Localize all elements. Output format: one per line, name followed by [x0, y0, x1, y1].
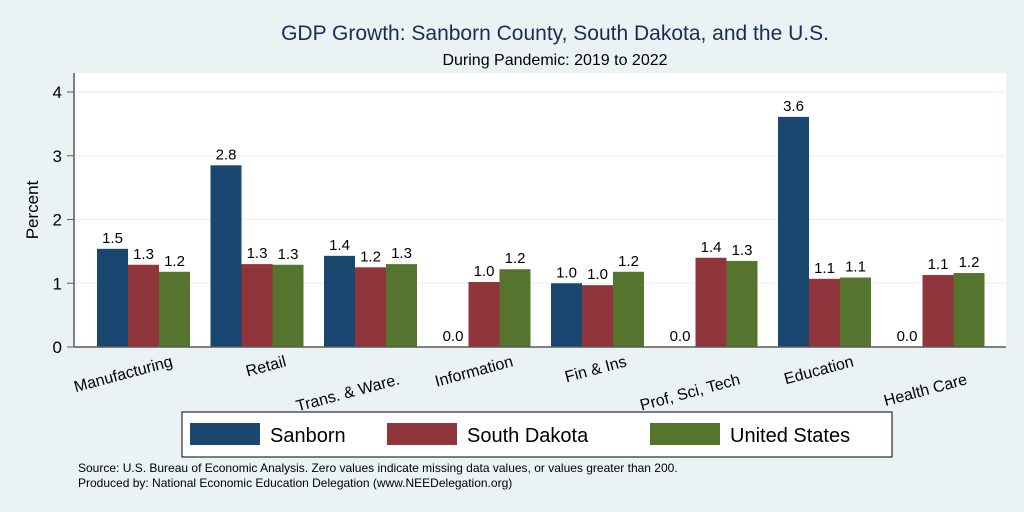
- data-label: 1.2: [959, 254, 980, 271]
- data-label: 1.1: [814, 260, 835, 277]
- bar-south-dakota: [355, 267, 386, 347]
- bar-sanborn: [97, 248, 128, 347]
- category-label: Manufacturing: [72, 353, 174, 396]
- legend-swatch-united-states: [650, 423, 720, 445]
- data-label: 1.4: [701, 239, 722, 256]
- data-label: 1.1: [845, 259, 866, 276]
- bar-sanborn: [778, 116, 809, 347]
- data-labels: 1.5 1.3 1.2 2.8 1.3 1.3 1.4 1.2 1.3 0.0 1.0 1.2 1.0 1…: [102, 98, 979, 345]
- data-label: 1.4: [329, 237, 350, 254]
- bar-united-states: [272, 264, 304, 347]
- data-label: 1.2: [164, 253, 185, 270]
- data-label: 1.3: [247, 245, 268, 262]
- chart-subtitle: During Pandemic: 2019 to 2022: [442, 52, 667, 69]
- bars: [97, 116, 985, 347]
- bar-united-states: [613, 271, 644, 347]
- bar-south-dakota: [241, 264, 273, 347]
- producer-note: Produced by: National Economic Education…: [78, 476, 512, 490]
- data-label: 1.3: [732, 242, 753, 259]
- y-tick-label: 3: [53, 147, 62, 166]
- bar-united-states: [159, 271, 190, 347]
- bar-united-states: [726, 260, 758, 347]
- legend: Sanborn South Dakota United States: [181, 411, 893, 458]
- bar-south-dakota: [922, 274, 954, 347]
- bar-united-states: [953, 273, 985, 347]
- y-axis: 0 1 2 3 4: [53, 73, 75, 357]
- legend-swatch-sanborn: [190, 423, 260, 445]
- data-label: 0.0: [897, 328, 918, 345]
- bar-south-dakota: [582, 285, 613, 347]
- category-label: Health Care: [882, 371, 969, 410]
- bar-sanborn: [210, 165, 242, 347]
- bar-sanborn: [551, 283, 582, 347]
- data-label: 1.3: [278, 246, 299, 263]
- category-label: Information: [433, 353, 515, 390]
- data-label: 1.5: [102, 230, 123, 247]
- data-label: 1.2: [360, 248, 381, 265]
- bar-south-dakota: [809, 278, 840, 347]
- data-label: 1.2: [618, 253, 639, 270]
- data-label: 0.0: [443, 328, 464, 345]
- bar-united-states: [499, 269, 531, 347]
- data-label: 3.6: [783, 98, 804, 115]
- data-label: 1.0: [587, 266, 608, 283]
- bar-sanborn: [324, 255, 355, 347]
- category-label: Education: [782, 353, 855, 388]
- legend-box: [181, 411, 893, 458]
- data-label: 0.0: [670, 328, 691, 345]
- y-tick-label: 0: [53, 338, 62, 357]
- bar-south-dakota: [468, 281, 500, 347]
- legend-label: South Dakota: [467, 425, 589, 447]
- data-label: 2.8: [216, 146, 237, 163]
- y-axis-label: Percent: [23, 180, 42, 239]
- category-label: Prof, Sci, Tech: [638, 371, 742, 414]
- legend-swatch-south-dakota: [387, 423, 457, 445]
- chart-title: GDP Growth: Sanborn County, South Dakota…: [281, 22, 829, 45]
- category-label: Trans. & Ware.: [294, 371, 401, 415]
- data-label: 1.3: [391, 245, 412, 262]
- data-label: 1.0: [474, 263, 495, 280]
- y-tick-label: 4: [53, 83, 62, 102]
- data-label: 1.0: [556, 264, 577, 281]
- y-tick-label: 2: [53, 211, 62, 230]
- category-label: Retail: [244, 353, 288, 380]
- data-label: 1.1: [928, 256, 949, 273]
- data-label: 1.2: [505, 250, 526, 267]
- data-label: 1.3: [133, 246, 154, 263]
- bar-south-dakota: [128, 264, 159, 347]
- category-label: Fin & Ins: [563, 353, 628, 386]
- y-tick-label: 1: [53, 274, 62, 293]
- bar-south-dakota: [695, 257, 727, 347]
- source-note: Source: U.S. Bureau of Economic Analysis…: [78, 461, 678, 475]
- legend-label: Sanborn: [270, 425, 346, 447]
- legend-label: United States: [730, 425, 850, 447]
- bar-united-states: [386, 264, 417, 347]
- bar-united-states: [840, 277, 871, 347]
